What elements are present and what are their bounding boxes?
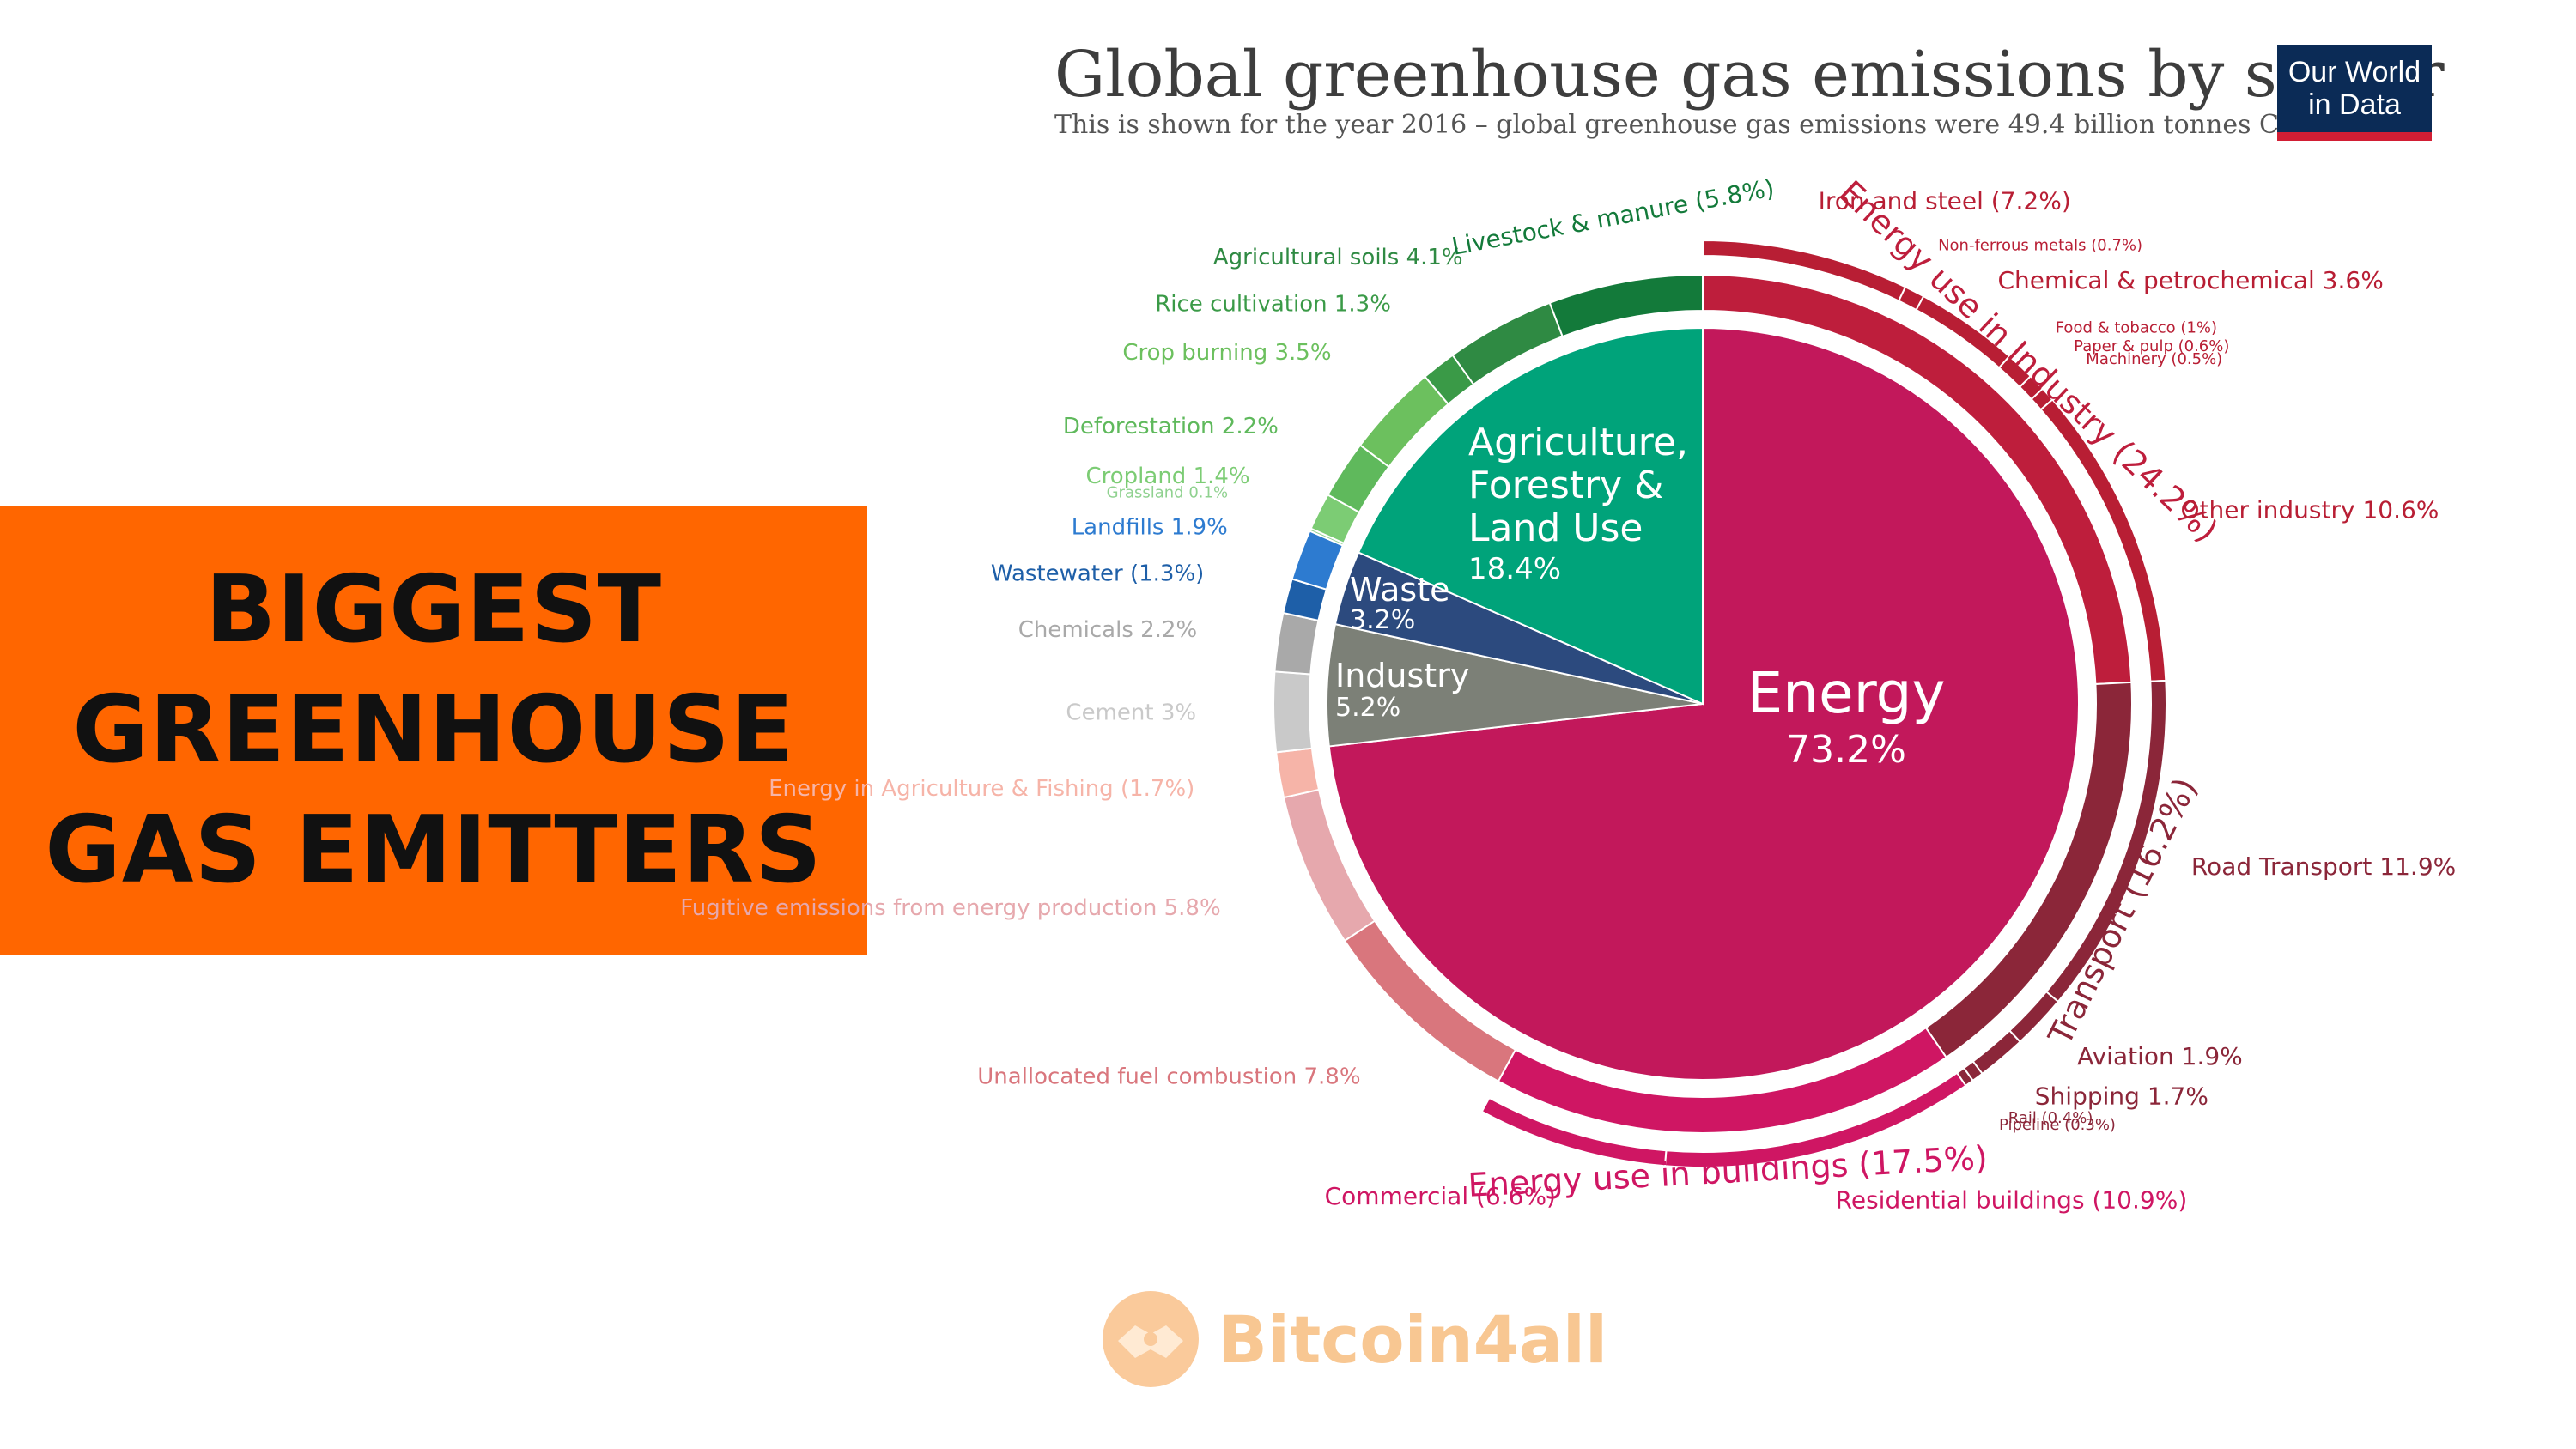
inner-label-cropland-1-4: Cropland 1.4% bbox=[1085, 464, 1249, 489]
pie-value-energy: 73.2% bbox=[1786, 728, 1906, 772]
watermark: Bitcoin4all bbox=[1099, 1288, 1607, 1391]
owid-logo-line-1: Our World bbox=[2287, 56, 2421, 88]
pie-label-agriculture-forestry-land-use-line-3: Land Use bbox=[1468, 506, 1643, 550]
watermark-text: Bitcoin4all bbox=[1218, 1300, 1607, 1378]
outer-label-pipeline-0-3: Pipeline (0.3%) bbox=[1999, 1116, 2116, 1134]
outer-label-machinery-0-5: Machinery (0.5%) bbox=[2086, 350, 2222, 368]
inner-label-grassland-0-1: Grassland 0.1% bbox=[1107, 484, 1228, 502]
outer-arc-shipping-1-7 bbox=[1971, 1029, 2022, 1076]
pie-label-industry: Industry bbox=[1335, 657, 1469, 694]
pie-label-waste: Waste bbox=[1350, 571, 1450, 609]
pie-value-agriculture-forestry-land-use: 18.4% bbox=[1468, 552, 1561, 586]
outer-arc-commercial-6-6 bbox=[1480, 1096, 1668, 1167]
outer-label-iron-and-steel-7-2: Iron and steel (7.2%) bbox=[1819, 186, 2071, 215]
headline-banner: BIGGEST GREENHOUSE GAS EMITTERS bbox=[0, 506, 867, 955]
inner-label-rice-cultivation-1-3: Rice cultivation 1.3% bbox=[1155, 291, 1391, 317]
inner-label-unallocated-fuel-combustion-7-8: Unallocated fuel combustion 7.8% bbox=[977, 1064, 1360, 1090]
pie-value-waste: 3.2% bbox=[1350, 605, 1415, 635]
outer-label-residential-buildings-10-9: Residential buildings (10.9%) bbox=[1836, 1186, 2188, 1215]
inner-label-fugitive-emissions-from-energy-production-5-8: Fugitive emissions from energy productio… bbox=[680, 895, 1220, 921]
headline-line-1: BIGGEST bbox=[204, 556, 663, 664]
pie-value-industry: 5.2% bbox=[1335, 693, 1400, 723]
outer-label-other-industry-10-6: Other industry 10.6% bbox=[2180, 496, 2439, 524]
headline-line-2: GREENHOUSE bbox=[72, 676, 795, 784]
outer-label-chemical-petrochemical-3-6: Chemical & petrochemical 3.6% bbox=[1997, 266, 2383, 294]
pie-slice-industry bbox=[1326, 622, 1704, 748]
pie-label-energy: Energy bbox=[1747, 660, 1945, 726]
chart-subtitle: This is shown for the year 2016 – global… bbox=[1054, 110, 2351, 140]
inner-label-deforestation-2-2: Deforestation 2.2% bbox=[1063, 414, 1279, 440]
inner-label-crop-burning-3-5: Crop burning 3.5% bbox=[1122, 340, 1331, 366]
inner-label-cement-3: Cement 3% bbox=[1066, 700, 1196, 726]
chart-title: Global greenhouse gas emissions by secto… bbox=[1054, 38, 2445, 112]
pie-slice-energy bbox=[1327, 326, 2080, 1081]
inner-label-energy-in-agriculture-fishing-1-7: Energy in Agriculture & Fishing (1.7%) bbox=[769, 776, 1194, 802]
owid-logo-line-2: in Data bbox=[2308, 88, 2401, 121]
inner-ring-cement-3 bbox=[1273, 670, 1314, 754]
inner-ring-livestock-manure-5-8 bbox=[1548, 273, 1704, 338]
outer-label-paper-pulp-0-6: Paper & pulp (0.6%) bbox=[2074, 337, 2229, 355]
outer-label-non-ferrous-metals-0-7: Non-ferrous metals (0.7%) bbox=[1938, 236, 2142, 254]
inner-label-chemicals-2-2: Chemicals 2.2% bbox=[1018, 617, 1198, 643]
pie-label-agriculture-forestry-land-use-line-2: Forestry & bbox=[1468, 464, 1663, 507]
handshake-icon bbox=[1103, 1291, 1199, 1387]
pie-label-agriculture-forestry-land-use-line-1: Agriculture, bbox=[1468, 421, 1688, 464]
outer-label-aviation-1-9: Aviation 1.9% bbox=[2077, 1042, 2243, 1070]
owid-logo[interactable]: Our World in Data bbox=[2277, 45, 2432, 141]
outer-label-rail-0-4: Rail (0.4%) bbox=[2008, 1109, 2093, 1127]
headline-line-3: GAS EMITTERS bbox=[45, 797, 823, 904]
inner-ring-chemicals-2-2 bbox=[1273, 611, 1320, 676]
inner-label-wastewater-1-3: Wastewater (1.3%) bbox=[991, 561, 1204, 586]
outer-label-food-tobacco-1: Food & tobacco (1%) bbox=[2056, 319, 2217, 337]
outer-label-commercial-6-6: Commercial (6.6%) bbox=[1325, 1182, 1556, 1210]
outer-label-road-transport-11-9: Road Transport 11.9% bbox=[2191, 852, 2456, 881]
pie-slice-agriculture-forestry-land-use bbox=[1357, 326, 1704, 706]
inner-ring-energy-in-agriculture-fishing-1-7 bbox=[1275, 747, 1321, 799]
inner-label-agricultural-soils-4-1: Agricultural soils 4.1% bbox=[1213, 245, 1463, 270]
inner-label-landfills-1-9: Landfills 1.9% bbox=[1072, 514, 1228, 540]
outer-label-shipping-1-7: Shipping 1.7% bbox=[2035, 1082, 2208, 1111]
